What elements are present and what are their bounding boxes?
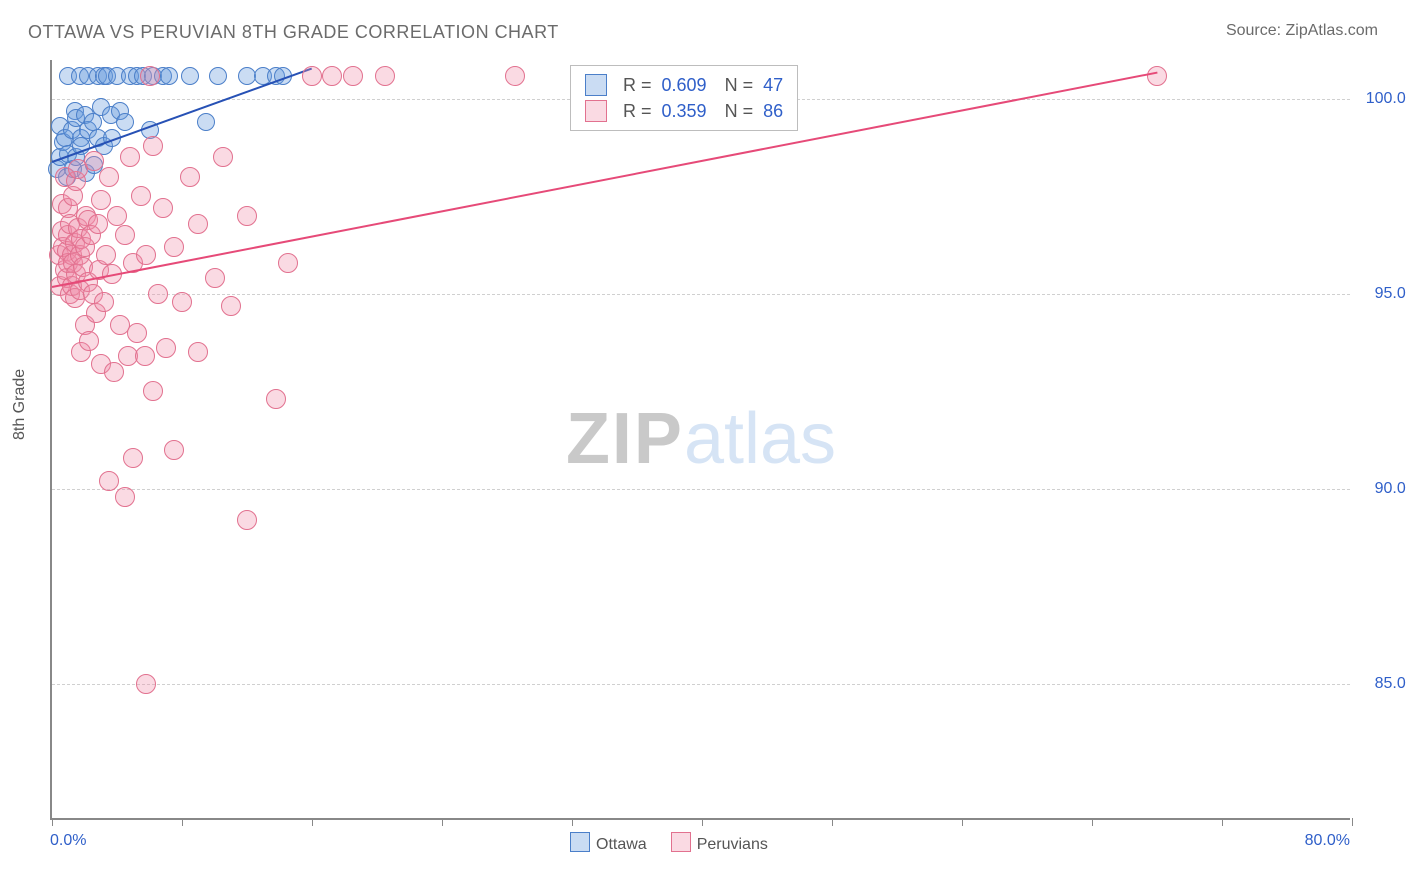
scatter-point bbox=[213, 147, 233, 167]
scatter-point bbox=[120, 147, 140, 167]
y-tick-label: 95.0% bbox=[1360, 285, 1406, 303]
y-gridline bbox=[52, 489, 1350, 490]
watermark-part1: ZIP bbox=[566, 399, 684, 479]
scatter-point bbox=[278, 253, 298, 273]
scatter-point bbox=[205, 268, 225, 288]
scatter-point bbox=[164, 237, 184, 257]
scatter-point bbox=[343, 66, 363, 86]
x-tick bbox=[52, 818, 53, 826]
stats-swatch bbox=[585, 100, 607, 122]
y-axis-label: 8th Grade bbox=[11, 369, 29, 440]
scatter-point bbox=[221, 296, 241, 316]
watermark: ZIPatlas bbox=[566, 398, 836, 480]
scatter-point bbox=[156, 338, 176, 358]
scatter-point bbox=[136, 245, 156, 265]
stats-n-label: N = bbox=[725, 72, 754, 98]
scatter-point bbox=[266, 389, 286, 409]
source-prefix: Source: bbox=[1226, 22, 1286, 39]
legend-item: Peruvians bbox=[671, 832, 768, 854]
scatter-point bbox=[84, 151, 104, 171]
x-tick bbox=[702, 818, 703, 826]
watermark-part2: atlas bbox=[684, 399, 836, 479]
scatter-point bbox=[197, 113, 215, 131]
stats-row: R = 0.609 N = 47 bbox=[585, 72, 783, 98]
scatter-point bbox=[505, 66, 525, 86]
scatter-point bbox=[115, 225, 135, 245]
scatter-point bbox=[99, 471, 119, 491]
scatter-point bbox=[143, 136, 163, 156]
scatter-point bbox=[140, 66, 160, 86]
stats-n-value: 86 bbox=[763, 98, 783, 124]
y-tick-label: 85.0% bbox=[1360, 675, 1406, 693]
y-tick-label: 90.0% bbox=[1360, 480, 1406, 498]
stats-r-value: 0.359 bbox=[662, 98, 707, 124]
source-attribution: Source: ZipAtlas.com bbox=[1226, 22, 1378, 40]
x-tick bbox=[312, 818, 313, 826]
x-tick bbox=[182, 818, 183, 826]
stats-n-label: N = bbox=[725, 98, 754, 124]
scatter-point bbox=[237, 206, 257, 226]
legend-swatch bbox=[570, 832, 590, 852]
scatter-point bbox=[164, 440, 184, 460]
scatter-point bbox=[116, 113, 134, 131]
scatter-point bbox=[94, 292, 114, 312]
x-tick bbox=[1222, 818, 1223, 826]
scatter-point bbox=[181, 67, 199, 85]
legend-label: Ottawa bbox=[596, 836, 647, 853]
legend-bottom: Ottawa Peruvians bbox=[570, 832, 768, 854]
y-gridline bbox=[52, 684, 1350, 685]
scatter-point bbox=[115, 487, 135, 507]
scatter-point bbox=[322, 66, 342, 86]
x-tick bbox=[1092, 818, 1093, 826]
scatter-point bbox=[180, 167, 200, 187]
scatter-point bbox=[143, 381, 163, 401]
scatter-point bbox=[79, 331, 99, 351]
scatter-point bbox=[188, 342, 208, 362]
x-axis-max-label: 80.0% bbox=[1305, 832, 1350, 850]
scatter-point bbox=[237, 510, 257, 530]
x-tick bbox=[572, 818, 573, 826]
scatter-point bbox=[188, 214, 208, 234]
x-tick bbox=[832, 818, 833, 826]
x-axis-min-label: 0.0% bbox=[50, 832, 86, 850]
scatter-point bbox=[96, 245, 116, 265]
scatter-point bbox=[148, 284, 168, 304]
y-gridline bbox=[52, 294, 1350, 295]
y-tick-label: 100.0% bbox=[1360, 90, 1406, 108]
legend-item: Ottawa bbox=[570, 832, 647, 854]
scatter-point bbox=[302, 66, 322, 86]
scatter-point bbox=[104, 362, 124, 382]
scatter-point bbox=[135, 346, 155, 366]
stats-r-label: R = bbox=[623, 72, 652, 98]
x-tick bbox=[1352, 818, 1353, 826]
legend-swatch bbox=[671, 832, 691, 852]
stats-legend-box: R = 0.609 N = 47 R = 0.359 N = 86 bbox=[570, 65, 798, 131]
scatter-point bbox=[160, 67, 178, 85]
scatter-point bbox=[88, 214, 108, 234]
x-tick bbox=[442, 818, 443, 826]
scatter-point bbox=[209, 67, 227, 85]
scatter-point bbox=[127, 323, 147, 343]
plot-area: ZIPatlas 85.0%90.0%95.0%100.0% bbox=[50, 60, 1350, 820]
scatter-point bbox=[99, 167, 119, 187]
stats-r-value: 0.609 bbox=[662, 72, 707, 98]
scatter-point bbox=[136, 674, 156, 694]
stats-swatch bbox=[585, 74, 607, 96]
chart-title: OTTAWA VS PERUVIAN 8TH GRADE CORRELATION… bbox=[28, 22, 559, 43]
scatter-point bbox=[172, 292, 192, 312]
scatter-point bbox=[1147, 66, 1167, 86]
scatter-point bbox=[153, 198, 173, 218]
scatter-point bbox=[131, 186, 151, 206]
x-tick bbox=[962, 818, 963, 826]
scatter-point bbox=[123, 448, 143, 468]
scatter-point bbox=[91, 190, 111, 210]
stats-row: R = 0.359 N = 86 bbox=[585, 98, 783, 124]
legend-label: Peruvians bbox=[697, 836, 768, 853]
stats-n-value: 47 bbox=[763, 72, 783, 98]
scatter-point bbox=[107, 206, 127, 226]
stats-r-label: R = bbox=[623, 98, 652, 124]
source-link[interactable]: ZipAtlas.com bbox=[1286, 22, 1378, 39]
scatter-point bbox=[375, 66, 395, 86]
